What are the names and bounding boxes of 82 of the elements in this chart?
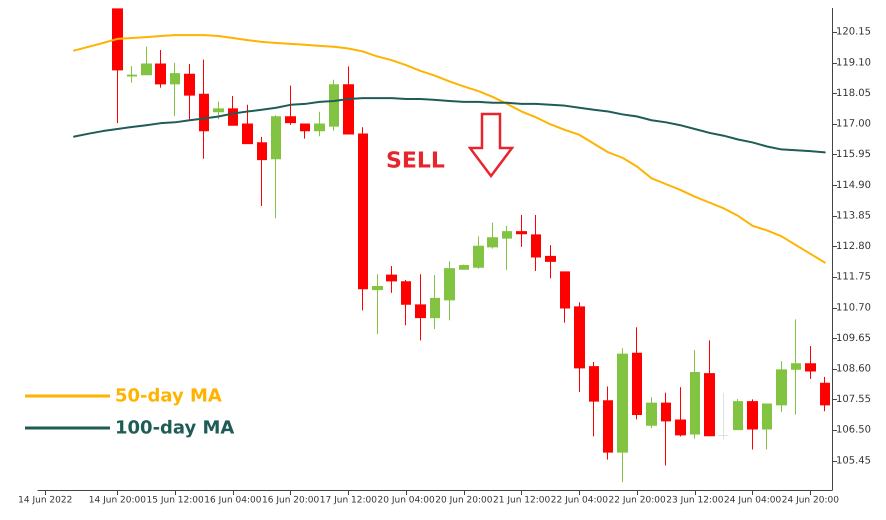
- candlestick: [155, 49, 166, 88]
- candlestick: [271, 114, 281, 219]
- y-tick-label: 120.15: [836, 26, 871, 38]
- candlestick: [415, 274, 426, 341]
- x-tick-label: 20 Jun 20:00: [435, 496, 493, 506]
- candlestick: [242, 104, 253, 144]
- candlestick: [545, 244, 556, 279]
- y-tick-label: 114.90: [836, 180, 871, 191]
- candlestick: [401, 280, 411, 326]
- y-tick-label: 118.05: [836, 88, 871, 99]
- x-tick-label: 22 Jun 20:00: [608, 496, 666, 506]
- candlestick: [285, 85, 296, 126]
- candlestick: [459, 264, 469, 270]
- candlestick: [127, 66, 137, 84]
- y-tick-label: 111.75: [836, 272, 871, 283]
- x-tick-label: 17 Jun 12:00: [320, 496, 378, 506]
- candlestick: [632, 326, 642, 420]
- x-tick-label: 15 Jun 12:00: [146, 496, 204, 506]
- candlestick: [502, 225, 512, 270]
- candlestick: [791, 318, 801, 415]
- candlestick: [690, 350, 700, 440]
- candlestick: [661, 392, 671, 466]
- candlestick: [372, 274, 383, 334]
- candlestick: [141, 46, 152, 76]
- y-tick-label: 109.65: [836, 332, 871, 344]
- y-tick-label: 113.85: [836, 210, 871, 222]
- candlestick: [170, 62, 180, 117]
- candlestick: [444, 260, 455, 321]
- candlestick: [430, 274, 440, 330]
- candlestick: [257, 136, 267, 206]
- candlestick: [112, 8, 123, 124]
- candlestick: [776, 360, 787, 413]
- candlestick: [617, 348, 628, 483]
- candlestick: [747, 398, 758, 450]
- candlestick: [574, 302, 585, 393]
- candlestick: [343, 66, 354, 134]
- candlestick: [473, 236, 484, 270]
- candlestick: [718, 392, 729, 440]
- candlestick: [704, 340, 715, 437]
- candlestick: [820, 376, 830, 412]
- candlestick: [386, 266, 397, 294]
- line-series: [73, 34, 826, 264]
- y-tick-label: 106.50: [836, 424, 871, 436]
- y-tick-label: 110.70: [836, 302, 871, 314]
- y-tick-label: 107.55: [836, 394, 871, 406]
- candlestick: [805, 345, 816, 380]
- candlestick: [560, 271, 570, 324]
- candlestick: [213, 101, 224, 120]
- y-tick-label: 117.00: [836, 118, 871, 130]
- candlestick: [199, 59, 209, 160]
- x-tick-label: 20 Jun 04:00: [378, 496, 435, 506]
- x-tick-label: 23 Jun 12:00: [666, 496, 724, 506]
- x-tick-label: 24 Jun 04:00: [724, 496, 782, 506]
- y-tick-label: 115.95: [836, 149, 871, 160]
- x-tick-label: 21 Jun 12:00: [493, 496, 550, 506]
- y-tick-label: 108.60: [836, 363, 871, 374]
- x-tick-label: 24 Jun 20:00: [782, 496, 840, 506]
- candlestick: [733, 398, 743, 430]
- legend-label: 50-day MA: [115, 386, 222, 406]
- x-tick-label: 22 Jun 04:00: [550, 496, 608, 506]
- candlestick: [329, 79, 339, 132]
- candlestick: [184, 63, 195, 120]
- x-tick-label: 16 Jun 04:00: [204, 496, 262, 506]
- x-tick-label: 14 Jun 2022: [18, 496, 72, 506]
- candlestick: [300, 124, 310, 140]
- annotation: SELL: [386, 148, 445, 174]
- candlestick: [314, 111, 325, 137]
- candlestick: [646, 396, 657, 429]
- x-tick-label: 14 Jun 20:00: [88, 496, 146, 506]
- candlestick: [358, 126, 368, 311]
- legend-label: 100-day MA: [115, 418, 234, 438]
- y-tick-label: 119.10: [836, 57, 871, 68]
- y-tick-label: 105.45: [836, 455, 871, 466]
- candlestick: [675, 386, 686, 437]
- x-tick-label: 16 Jun 20:00: [262, 496, 320, 506]
- candlestick: [516, 214, 527, 248]
- candlestick: [603, 386, 613, 460]
- candlestick: [762, 403, 772, 450]
- y-tick-label: 112.80: [836, 241, 871, 252]
- candlestick: [589, 361, 599, 437]
- candlestick: [531, 214, 541, 272]
- candlestick: [487, 222, 498, 250]
